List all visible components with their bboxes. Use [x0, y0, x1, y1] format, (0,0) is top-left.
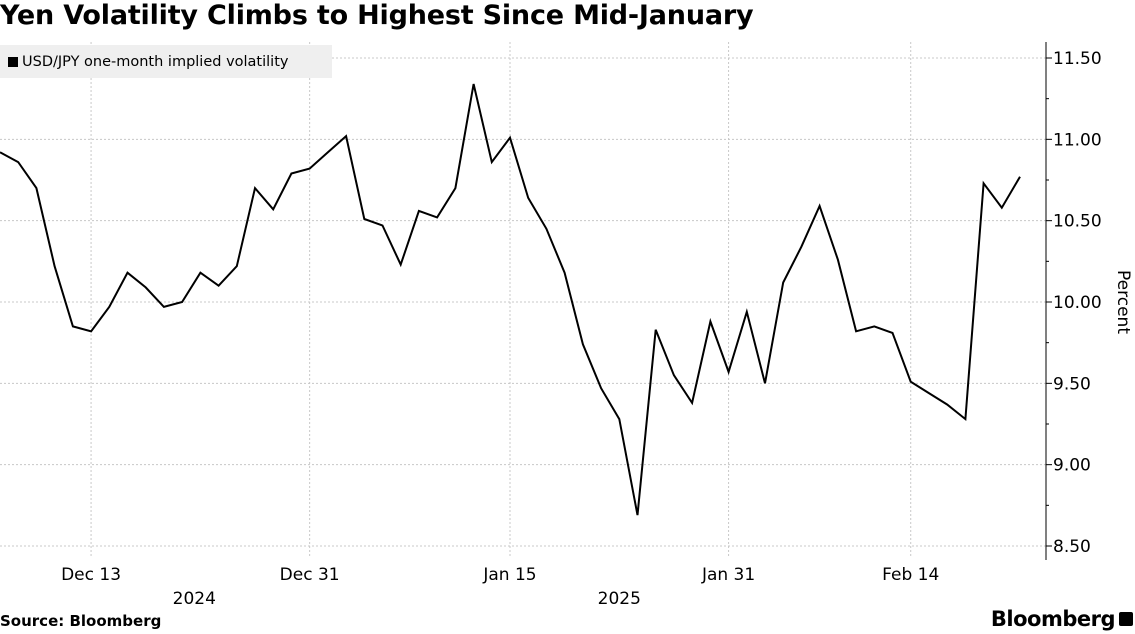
x-year-label: 2025: [598, 589, 641, 609]
x-tick-label: Feb 14: [882, 565, 939, 585]
bloomberg-logo: Bloomberg: [990, 607, 1116, 631]
y-tick-label: 10.00: [1053, 293, 1102, 313]
data-points: [0, 84, 1021, 516]
y-tick-label: 11.00: [1053, 130, 1102, 150]
y-tick-label: 8.50: [1053, 537, 1091, 557]
legend: USD/JPY one-month implied volatility: [0, 45, 332, 78]
x-tick-label: Jan 15: [482, 565, 536, 585]
bloomberg-chart-icon: [1119, 612, 1133, 626]
legend-swatch: [8, 56, 18, 67]
x-tick-label: Dec 31: [280, 565, 340, 585]
y-axis-title: Percent: [1113, 270, 1133, 334]
chart-title: Yen Volatility Climbs to Highest Since M…: [0, 0, 754, 31]
x-tick-label: Dec 13: [61, 565, 121, 585]
y-tick-label: 9.50: [1053, 374, 1091, 394]
x-year-label: 2024: [173, 589, 216, 609]
legend-label: USD/JPY one-month implied volatility: [22, 53, 289, 70]
x-tick-label: Jan 31: [701, 565, 755, 585]
source-note: Source: Bloomberg: [0, 612, 162, 630]
y-tick-label: 10.50: [1053, 212, 1102, 232]
y-tick-label: 11.50: [1053, 49, 1102, 69]
y-tick-label: 9.00: [1053, 456, 1091, 476]
